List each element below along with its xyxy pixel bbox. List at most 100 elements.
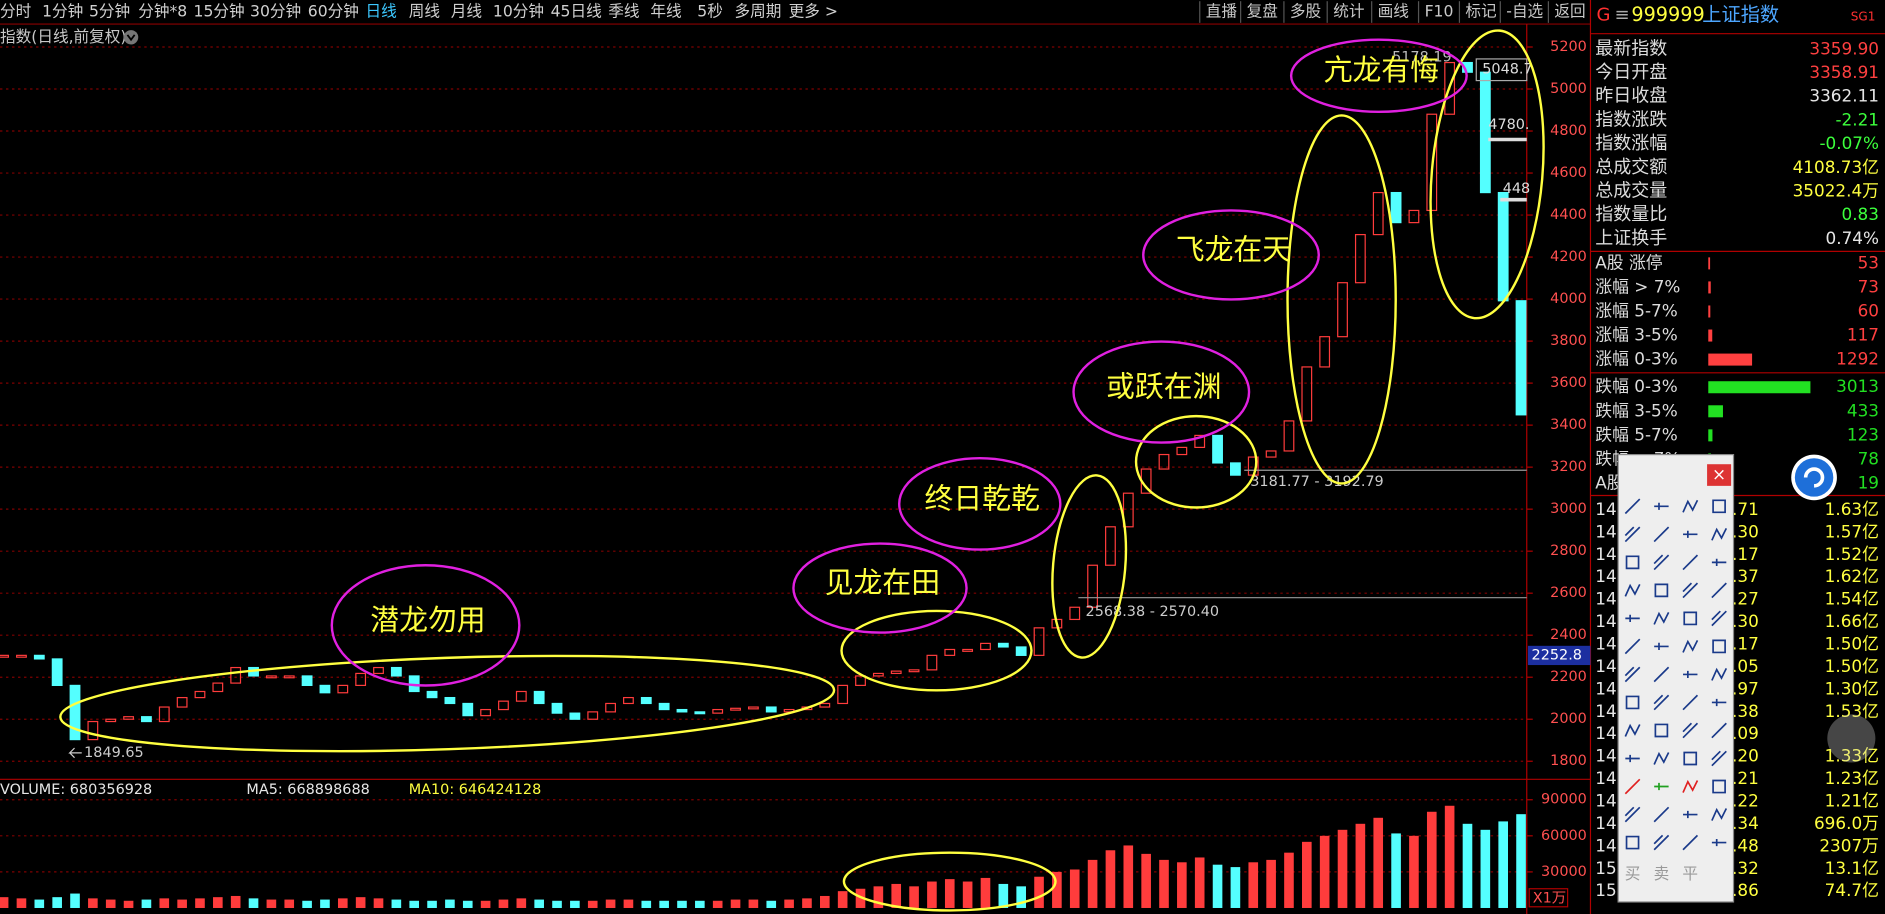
palette-tool[interactable] xyxy=(1711,667,1728,681)
period-tab[interactable]: 周线 xyxy=(409,2,441,21)
toolbar-button[interactable]: 直播 xyxy=(1206,2,1238,21)
period-tab[interactable]: 分时 xyxy=(0,2,32,21)
palette-tool[interactable] xyxy=(1682,499,1699,513)
palette-tool[interactable] xyxy=(1625,695,1640,710)
palette-tool[interactable] xyxy=(1682,582,1699,599)
palette-tool[interactable] xyxy=(1712,779,1726,794)
palette-tool[interactable] xyxy=(1712,499,1726,514)
trade-amount: 1.50亿 xyxy=(1825,633,1879,653)
period-tab[interactable]: 季线 xyxy=(608,2,640,21)
candle xyxy=(1515,300,1527,416)
palette-tool[interactable] xyxy=(1711,698,1727,707)
palette-tool[interactable] xyxy=(1711,582,1727,599)
palette-tool[interactable] xyxy=(1683,810,1698,819)
palette-tool[interactable] xyxy=(1653,611,1670,625)
toolbar-button[interactable]: F10 xyxy=(1425,2,1454,21)
palette-tool[interactable] xyxy=(1654,723,1669,738)
faded-button[interactable] xyxy=(1827,714,1876,763)
toolbar-button[interactable]: 复盘 xyxy=(1247,2,1278,21)
palette-tool[interactable] xyxy=(1654,583,1669,598)
palette-tool[interactable] xyxy=(1683,530,1698,538)
palette-tool[interactable] xyxy=(1653,666,1670,683)
toolbar-button[interactable]: 多股 xyxy=(1290,2,1322,21)
palette-tool[interactable] xyxy=(1682,722,1699,739)
period-tab[interactable]: 5秒 xyxy=(697,2,723,21)
menu-icon[interactable]: ≡ xyxy=(1615,5,1630,26)
palette-tool[interactable] xyxy=(1654,782,1669,791)
period-tab[interactable]: 60分钟 xyxy=(308,2,359,21)
breadth-value: 123 xyxy=(1847,424,1879,444)
palette-tool[interactable] xyxy=(1682,779,1699,793)
volume-bar xyxy=(0,897,9,908)
palette-tool[interactable] xyxy=(1682,554,1699,571)
palette-tool[interactable] xyxy=(1624,778,1641,795)
palette-tool[interactable] xyxy=(1711,558,1727,566)
palette-tool[interactable] xyxy=(1683,611,1698,626)
palette-tool[interactable] xyxy=(1682,694,1699,711)
period-tab[interactable]: 5分钟 xyxy=(89,2,130,21)
palette-tool[interactable] xyxy=(1711,527,1728,541)
palette-tool[interactable] xyxy=(1625,835,1640,850)
candle xyxy=(855,675,866,687)
period-tab[interactable]: 更多 > xyxy=(789,2,838,21)
palette-tool[interactable] xyxy=(1653,806,1670,823)
palette-tool[interactable] xyxy=(1711,750,1727,767)
period-tab[interactable]: 分钟*8 xyxy=(138,2,187,21)
period-tab[interactable]: 日线 xyxy=(365,2,397,21)
period-tab[interactable]: 45日线 xyxy=(551,2,602,21)
palette-tool[interactable] xyxy=(1711,610,1727,627)
palette-tool[interactable] xyxy=(1711,722,1727,739)
period-tab[interactable]: 30分钟 xyxy=(250,2,301,21)
palette-tool[interactable] xyxy=(1624,638,1641,655)
palette-tool[interactable] xyxy=(1712,639,1726,654)
palette-tool[interactable] xyxy=(1624,498,1641,515)
period-tab[interactable]: 10分钟 xyxy=(493,2,544,21)
trade-time: 14: xyxy=(1595,566,1622,586)
palette-order[interactable]: 卖 xyxy=(1654,864,1670,883)
candle xyxy=(373,666,384,675)
toolbar-button[interactable]: 标记 xyxy=(1465,2,1497,21)
toolbar-button[interactable]: 返回 xyxy=(1554,2,1585,21)
palette-tool[interactable] xyxy=(1625,754,1640,763)
palette-tool[interactable] xyxy=(1624,723,1641,737)
breadth-bar xyxy=(1708,353,1753,366)
toolbar-button[interactable]: 统计 xyxy=(1333,2,1364,21)
palette-order[interactable]: 买 xyxy=(1625,864,1641,883)
candle xyxy=(480,708,492,717)
palette-tool[interactable] xyxy=(1653,554,1670,571)
trade-time: 14: xyxy=(1595,768,1622,788)
palette-tool[interactable] xyxy=(1683,670,1698,679)
period-tab[interactable]: 1分钟 xyxy=(42,2,83,21)
candle xyxy=(1087,564,1099,608)
palette-tool[interactable] xyxy=(1624,806,1641,823)
toolbar-button[interactable]: -自选 xyxy=(1506,2,1543,21)
dropdown-icon[interactable] xyxy=(123,30,139,45)
palette-tool[interactable] xyxy=(1653,834,1670,851)
palette-tool[interactable] xyxy=(1682,639,1699,653)
palette-tool[interactable] xyxy=(1653,526,1670,543)
palette-tool[interactable] xyxy=(1625,614,1640,623)
candle xyxy=(623,696,634,705)
palette-tool[interactable] xyxy=(1683,751,1698,766)
period-tab[interactable]: 月线 xyxy=(451,2,483,21)
toolbar-button[interactable]: 画线 xyxy=(1378,2,1410,21)
palette-tool[interactable] xyxy=(1711,838,1727,847)
period-tab[interactable]: 15分钟 xyxy=(194,2,245,21)
palette-order[interactable]: 平 xyxy=(1682,864,1698,883)
palette-tool[interactable] xyxy=(1654,502,1669,510)
palette-tool[interactable] xyxy=(1653,694,1670,711)
palette-tool[interactable] xyxy=(1624,526,1641,543)
palette-tool[interactable] xyxy=(1682,834,1699,851)
candle xyxy=(944,648,956,656)
period-tab[interactable]: 年线 xyxy=(650,2,682,21)
palette-close-label[interactable]: × xyxy=(1712,464,1726,484)
palette-tool[interactable] xyxy=(1624,583,1641,597)
palette-close[interactable] xyxy=(1707,464,1732,486)
palette-tool[interactable] xyxy=(1654,642,1669,651)
palette-tool[interactable] xyxy=(1711,807,1728,821)
palette-tool[interactable] xyxy=(1624,666,1641,683)
palette-tool[interactable] xyxy=(1625,555,1640,570)
period-tab[interactable]: 多周期 xyxy=(735,2,782,21)
palette-tool[interactable] xyxy=(1653,751,1670,765)
